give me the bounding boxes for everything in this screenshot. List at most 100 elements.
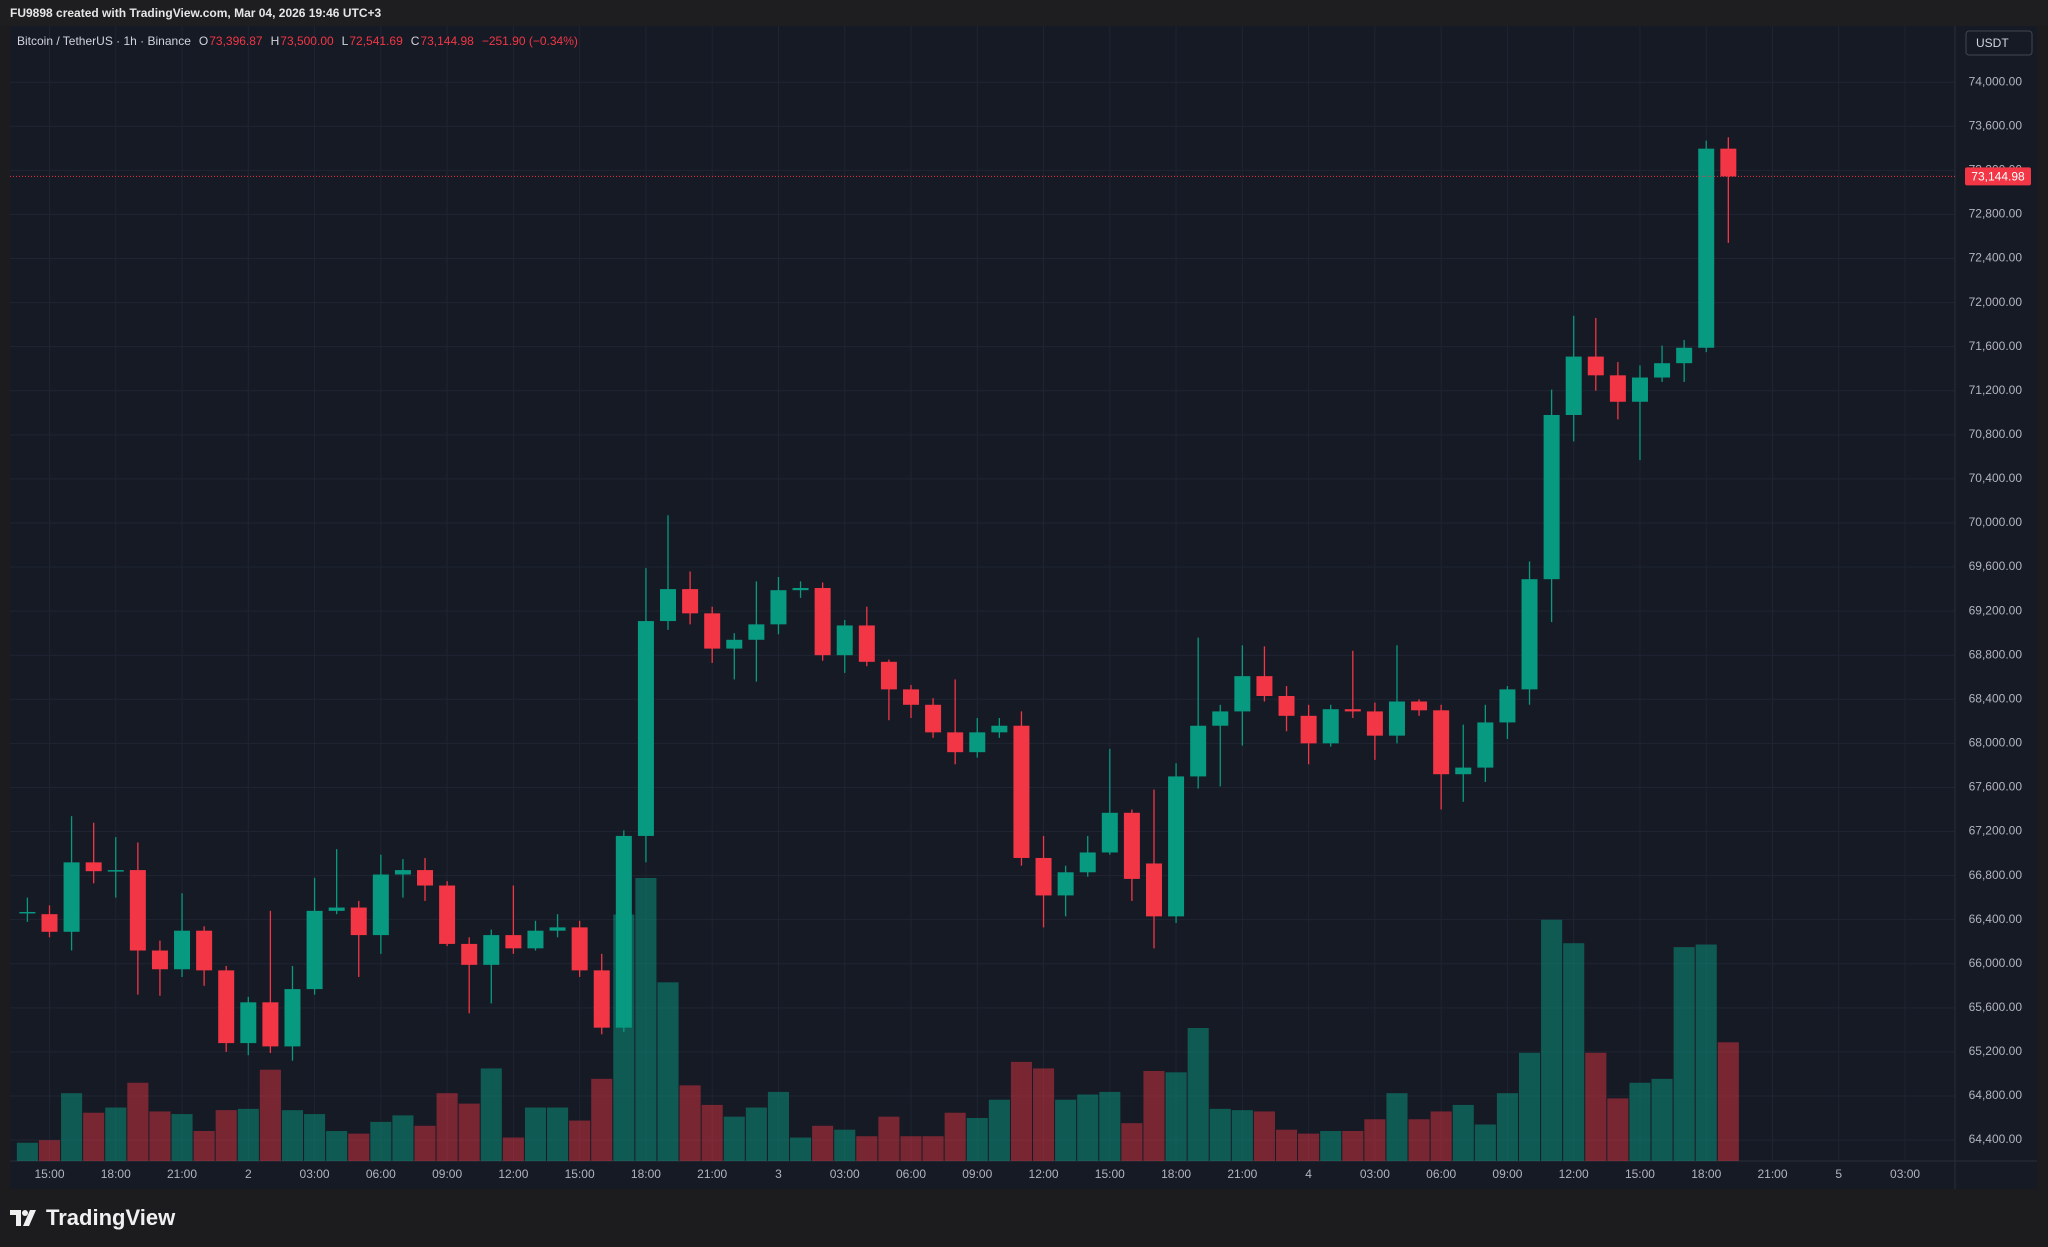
- volume-bar: [1055, 1099, 1077, 1161]
- volume-bar: [966, 1117, 988, 1161]
- volume-bar: [326, 1131, 348, 1161]
- x-tick-label: 09:00: [432, 1167, 462, 1181]
- candle-body: [218, 970, 235, 1044]
- volume-bar: [392, 1115, 414, 1161]
- volume-bar: [348, 1133, 370, 1161]
- volume-bar: [215, 1110, 237, 1161]
- candle-body: [483, 935, 500, 965]
- y-tick-label: 70,400.00: [1969, 471, 2023, 485]
- legend-value: 73,500.00: [280, 34, 334, 48]
- candle-body: [1587, 356, 1604, 376]
- candle-body: [196, 930, 213, 971]
- candle-body: [505, 935, 522, 949]
- candle-body: [1366, 711, 1383, 736]
- y-tick-label: 70,000.00: [1969, 515, 2023, 529]
- x-tick-label: 15:00: [1095, 1167, 1125, 1181]
- volume-bar: [547, 1107, 569, 1161]
- last-price-tag: [1965, 167, 2031, 186]
- volume-bar: [1651, 1078, 1673, 1161]
- x-tick-label: 03:00: [300, 1167, 330, 1181]
- volume-bar: [436, 1093, 458, 1161]
- candle-body: [1300, 715, 1317, 744]
- x-tick-label: 18:00: [1161, 1167, 1191, 1181]
- legend-key: C: [410, 34, 420, 48]
- x-tick-label: 12:00: [498, 1167, 528, 1181]
- x-tick-label: 03:00: [830, 1167, 860, 1181]
- legend-value: 73,396.87: [209, 34, 263, 48]
- candle-body: [1101, 812, 1118, 853]
- x-tick-label: 15:00: [34, 1167, 64, 1181]
- candle-body: [1190, 725, 1207, 777]
- y-tick-label: 67,600.00: [1969, 780, 2023, 794]
- candle-body: [417, 870, 434, 886]
- volume-bar: [1717, 1042, 1739, 1161]
- y-tick-label: 71,200.00: [1969, 383, 2023, 397]
- x-tick-label: 09:00: [962, 1167, 992, 1181]
- volume-bar: [480, 1068, 502, 1161]
- legend-key: L: [341, 34, 349, 48]
- y-tick-label: 68,000.00: [1969, 736, 2023, 750]
- candle-body: [704, 613, 721, 649]
- volume-bar: [524, 1107, 547, 1161]
- volume-bar: [1585, 1052, 1607, 1161]
- candle-body: [880, 661, 897, 690]
- candle-body: [85, 862, 102, 872]
- candle-body: [262, 1002, 279, 1047]
- candle-body: [394, 870, 411, 875]
- candle-body: [903, 689, 919, 705]
- candle-body: [571, 927, 588, 971]
- candle-body: [615, 835, 632, 1028]
- volume-bar: [38, 1140, 61, 1161]
- candle-body: [1344, 709, 1361, 712]
- x-tick-label: 5: [1835, 1167, 1842, 1181]
- volume-bar: [1518, 1052, 1541, 1161]
- volume-bar: [237, 1108, 259, 1161]
- x-tick-label: 15:00: [565, 1167, 595, 1181]
- x-tick-label: 21:00: [697, 1167, 727, 1181]
- x-tick-label: 21:00: [167, 1167, 197, 1181]
- y-tick-label: 66,800.00: [1969, 868, 2023, 882]
- x-tick-label: 21:00: [1757, 1167, 1787, 1181]
- candle-body: [1168, 776, 1185, 917]
- y-tick-label: 64,400.00: [1969, 1132, 2023, 1146]
- currency-button[interactable]: [1965, 30, 2033, 56]
- volume-bar: [1386, 1093, 1408, 1161]
- candle-body: [814, 587, 831, 656]
- volume-bar: [370, 1121, 392, 1161]
- volume-bar: [1474, 1124, 1496, 1161]
- volume-bar: [1010, 1061, 1032, 1161]
- candle-body: [1609, 375, 1626, 402]
- legend-key: O: [198, 34, 209, 48]
- volume-bar: [1121, 1123, 1143, 1161]
- candle-body: [969, 732, 986, 753]
- volume-bar: [1496, 1093, 1518, 1161]
- volume-bar: [1342, 1131, 1364, 1161]
- candle-body: [1499, 689, 1516, 723]
- volume-bar: [1032, 1068, 1055, 1161]
- volume-bar: [259, 1069, 281, 1161]
- volume-bar: [922, 1136, 944, 1161]
- volume-bar: [1364, 1119, 1386, 1161]
- volume-bar: [61, 1093, 83, 1161]
- volume-bar: [1607, 1098, 1629, 1161]
- y-tick-label: 72,400.00: [1969, 251, 2023, 265]
- candle-body: [637, 621, 654, 836]
- volume-bar: [1275, 1129, 1298, 1161]
- volume-bar: [1452, 1104, 1474, 1161]
- volume-bar: [812, 1125, 834, 1161]
- candle-body: [925, 704, 942, 733]
- candle-body: [1433, 710, 1450, 775]
- y-tick-label: 69,200.00: [1969, 603, 2023, 617]
- candle-body: [19, 911, 36, 914]
- candle-body: [770, 590, 787, 625]
- x-tick-label: 12:00: [1029, 1167, 1059, 1181]
- volume-bar: [1298, 1133, 1320, 1161]
- volume-bar: [723, 1116, 745, 1161]
- legend-value: 72,541.69: [349, 34, 403, 48]
- candle-body: [1123, 812, 1140, 879]
- volume-bar: [1165, 1072, 1187, 1161]
- chart: 64,400.00 64,800.00 65,200.00 65,600.00 66,0…: [10, 26, 2037, 1189]
- candle-body: [1035, 857, 1052, 896]
- volume-bar: [458, 1103, 480, 1161]
- candle-body: [107, 870, 124, 872]
